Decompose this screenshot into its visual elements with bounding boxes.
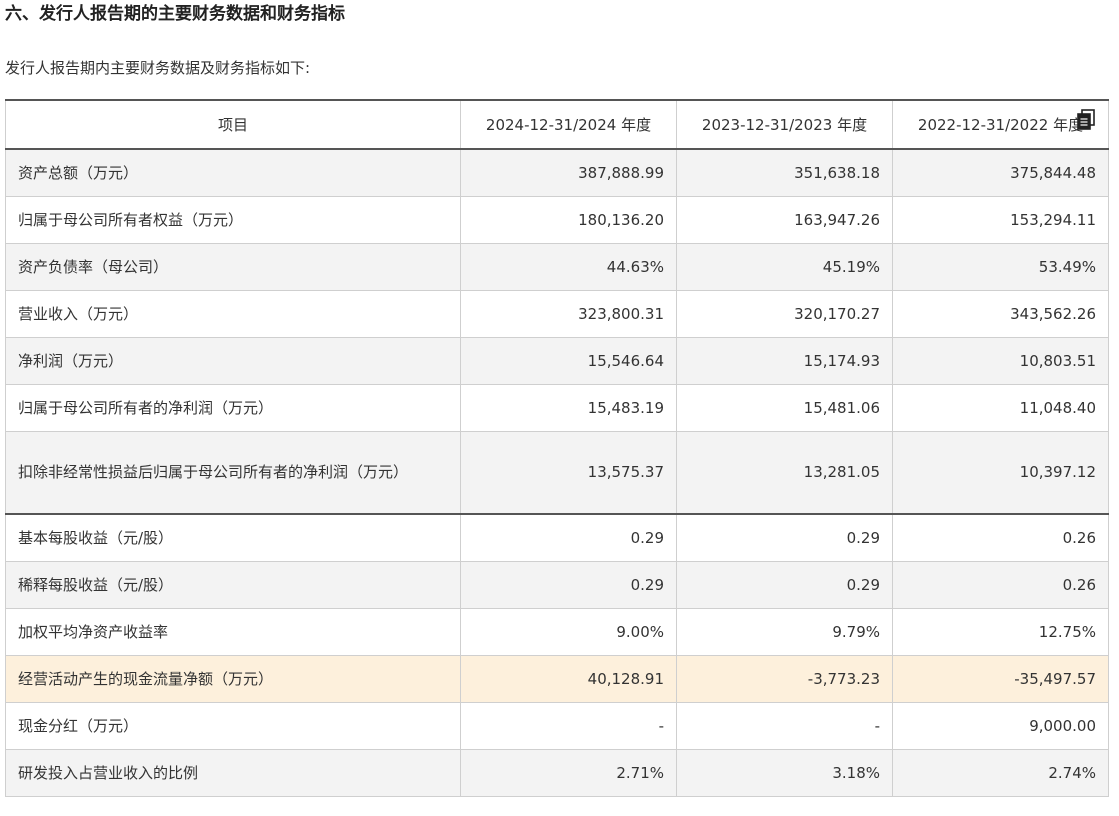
cell-2023: 15,481.06: [676, 383, 893, 432]
copy-icon[interactable]: [1076, 109, 1096, 131]
cell-2023: 320,170.27: [676, 289, 893, 338]
table-row: 扣除非经常性损益后归属于母公司所有者的净利润（万元） 13,575.37 13,…: [5, 430, 1109, 515]
cell-2023: 3.18%: [676, 748, 893, 797]
row-label: 资产负债率（母公司）: [5, 242, 461, 291]
cell-2024: 387,888.99: [460, 148, 677, 197]
cell-2022: 9,000.00: [892, 701, 1109, 750]
financial-data-table: 项目 2024-12-31/2024 年度 2023-12-31/2023 年度…: [5, 99, 1109, 797]
cell-2022: 10,397.12: [892, 430, 1109, 515]
cell-2022: 0.26: [892, 513, 1109, 562]
row-label: 加权平均净资产收益率: [5, 607, 461, 656]
cell-2024: 44.63%: [460, 242, 677, 291]
table-row: 资产负债率（母公司） 44.63% 45.19% 53.49%: [5, 242, 1109, 291]
cell-2024: 15,483.19: [460, 383, 677, 432]
row-label: 营业收入（万元）: [5, 289, 461, 338]
cell-2024: 2.71%: [460, 748, 677, 797]
cell-2024: 9.00%: [460, 607, 677, 656]
cell-2023: -: [676, 701, 893, 750]
cell-2022: 0.26: [892, 560, 1109, 609]
row-label: 归属于母公司所有者权益（万元）: [5, 195, 461, 244]
cell-2024: 15,546.64: [460, 336, 677, 385]
row-label: 研发投入占营业收入的比例: [5, 748, 461, 797]
row-label: 归属于母公司所有者的净利润（万元）: [5, 383, 461, 432]
header-2024: 2024-12-31/2024 年度: [460, 99, 677, 150]
cell-2024: 0.29: [460, 560, 677, 609]
table-row: 稀释每股收益（元/股） 0.29 0.29 0.26: [5, 560, 1109, 609]
cell-2024: 0.29: [460, 513, 677, 562]
table-row: 现金分红（万元） - - 9,000.00: [5, 701, 1109, 750]
cell-2023: 15,174.93: [676, 336, 893, 385]
cell-2023: 163,947.26: [676, 195, 893, 244]
row-label: 基本每股收益（元/股）: [5, 513, 461, 562]
table-row: 净利润（万元） 15,546.64 15,174.93 10,803.51: [5, 336, 1109, 385]
cell-2024: 180,136.20: [460, 195, 677, 244]
cell-2023: -3,773.23: [676, 654, 893, 703]
table-row: 基本每股收益（元/股） 0.29 0.29 0.26: [5, 513, 1109, 562]
cell-2022: -35,497.57: [892, 654, 1109, 703]
header-2022-label: 2022-12-31/2022 年度: [917, 116, 1084, 134]
table-row: 归属于母公司所有者的净利润（万元） 15,483.19 15,481.06 11…: [5, 383, 1109, 432]
table-row: 归属于母公司所有者权益（万元） 180,136.20 163,947.26 15…: [5, 195, 1109, 244]
cell-2023: 45.19%: [676, 242, 893, 291]
row-label: 资产总额（万元）: [5, 148, 461, 197]
table-row: 营业收入（万元） 323,800.31 320,170.27 343,562.2…: [5, 289, 1109, 338]
cell-2022: 375,844.48: [892, 148, 1109, 197]
table-row: 经营活动产生的现金流量净额（万元） 40,128.91 -3,773.23 -3…: [5, 654, 1109, 703]
header-item: 项目: [5, 99, 461, 150]
cell-2023: 0.29: [676, 560, 893, 609]
cell-2024: 40,128.91: [460, 654, 677, 703]
header-2023: 2023-12-31/2023 年度: [676, 99, 893, 150]
row-label: 净利润（万元）: [5, 336, 461, 385]
cell-2024: 13,575.37: [460, 430, 677, 515]
table-row: 加权平均净资产收益率 9.00% 9.79% 12.75%: [5, 607, 1109, 656]
row-label: 经营活动产生的现金流量净额（万元）: [5, 654, 461, 703]
cell-2024: 323,800.31: [460, 289, 677, 338]
cell-2022: 2.74%: [892, 748, 1109, 797]
cell-2023: 13,281.05: [676, 430, 893, 515]
row-label: 现金分红（万元）: [5, 701, 461, 750]
cell-2023: 9.79%: [676, 607, 893, 656]
table-row: 研发投入占营业收入的比例 2.71% 3.18% 2.74%: [5, 748, 1109, 797]
cell-2022: 12.75%: [892, 607, 1109, 656]
cell-2023: 0.29: [676, 513, 893, 562]
row-label: 扣除非经常性损益后归属于母公司所有者的净利润（万元）: [5, 430, 461, 515]
table-header-row: 项目 2024-12-31/2024 年度 2023-12-31/2023 年度…: [5, 99, 1109, 150]
table-row: 资产总额（万元） 387,888.99 351,638.18 375,844.4…: [5, 148, 1109, 197]
cell-2022: 343,562.26: [892, 289, 1109, 338]
intro-text: 发行人报告期内主要财务数据及财务指标如下:: [5, 59, 311, 77]
cell-2023: 351,638.18: [676, 148, 893, 197]
section-title: 六、发行人报告期的主要财务数据和财务指标: [5, 4, 345, 24]
cell-2024: -: [460, 701, 677, 750]
cell-2022: 153,294.11: [892, 195, 1109, 244]
row-label: 稀释每股收益（元/股）: [5, 560, 461, 609]
header-2022: 2022-12-31/2022 年度: [892, 99, 1109, 150]
cell-2022: 53.49%: [892, 242, 1109, 291]
cell-2022: 11,048.40: [892, 383, 1109, 432]
cell-2022: 10,803.51: [892, 336, 1109, 385]
